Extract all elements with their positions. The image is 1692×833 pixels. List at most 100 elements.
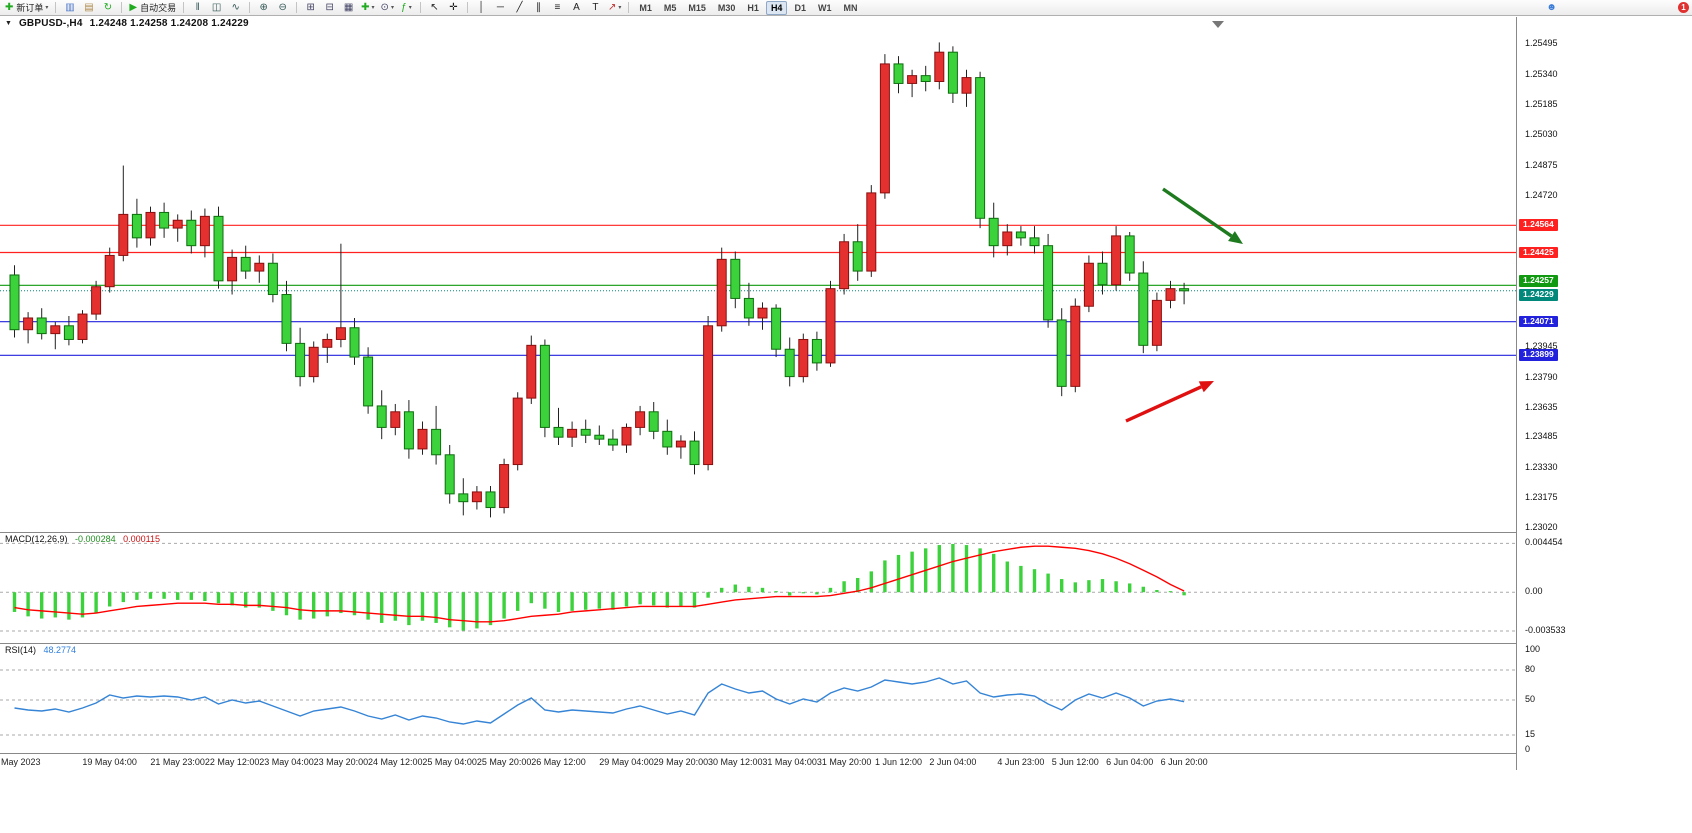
- zoom-out-icon[interactable]: ⊖: [274, 1, 291, 15]
- line-chart-icon-glyph: ∿: [231, 1, 240, 13]
- time-label: 25 May 20:00: [476, 757, 532, 767]
- timeframe-mn-button[interactable]: MN: [843, 2, 858, 13]
- line-chart-icon[interactable]: ∿: [227, 1, 244, 15]
- macd-panel[interactable]: MACD(12,26,9) -0.000284 0.000115: [0, 532, 1516, 643]
- zoom-in-icon[interactable]: ⊕: [255, 1, 272, 15]
- horizontal-line-icon-glyph: ─: [496, 1, 504, 13]
- text-icon-glyph: A: [573, 1, 580, 13]
- charts-icon[interactable]: ▥: [61, 1, 78, 15]
- rsi-canvas[interactable]: [0, 644, 1516, 754]
- price-scale-label: 1.23330: [1525, 461, 1558, 472]
- bar-chart-icon-glyph: ‖: [195, 1, 200, 13]
- profiles-icon[interactable]: ▤: [80, 1, 97, 15]
- label-icon[interactable]: T: [587, 1, 604, 15]
- timeframe-w1-button[interactable]: W1: [817, 2, 832, 13]
- candlestick-chart-icon[interactable]: ◫: [208, 1, 225, 15]
- price-scale-label: 1.24720: [1525, 189, 1558, 200]
- horizontal-line-icon[interactable]: ─: [492, 1, 509, 15]
- chart-title: ▼ GBPUSD-,H4 1.24248 1.24258 1.24208 1.2…: [5, 18, 249, 29]
- candle-body: [471, 491, 482, 503]
- new-order-button-label: 新订单: [16, 3, 44, 13]
- candle-body: [743, 297, 754, 319]
- notification-badge[interactable]: 1: [1678, 2, 1689, 13]
- candle-body: [730, 258, 741, 299]
- add-chart-icon[interactable]: ✚ ▾: [359, 1, 376, 15]
- candle-body: [703, 325, 714, 466]
- periods-icon-caret-icon[interactable]: ▾: [390, 5, 394, 11]
- rsi-value: 48.2774: [43, 645, 77, 655]
- periods-icon[interactable]: ⊙ ▾: [379, 1, 396, 15]
- candle-body: [947, 51, 958, 94]
- rsi-panel[interactable]: RSI(14) 48.2774: [0, 643, 1516, 754]
- candle-body: [267, 262, 278, 296]
- toolbar-separator: [121, 2, 123, 13]
- price-scale-label: 1.23485: [1525, 431, 1558, 442]
- refresh-icon[interactable]: ↻: [99, 1, 116, 15]
- arrows-icon-caret-icon[interactable]: ▾: [618, 5, 622, 11]
- crosshair-icon[interactable]: ✛: [445, 1, 462, 15]
- community-icon-glyph: ☻: [1546, 1, 1557, 13]
- chart-shift-marker-icon[interactable]: [1212, 21, 1224, 28]
- new-order-button-caret-icon[interactable]: ▾: [45, 5, 49, 11]
- candle-body: [485, 491, 496, 509]
- timeframe-m30-button[interactable]: M30: [717, 2, 736, 13]
- candle-body: [893, 63, 904, 84]
- candle-body: [1070, 305, 1081, 387]
- candle-body: [662, 430, 673, 448]
- price-scale-label: 1.23945: [1525, 341, 1558, 352]
- timeframe-m5-button[interactable]: M5: [663, 2, 677, 13]
- macd-scale-label: -0.003533: [1525, 624, 1566, 635]
- time-label: 5 Jun 12:00: [1051, 757, 1099, 767]
- time-label: 2 Jun 04:00: [929, 757, 977, 767]
- community-icon[interactable]: ☻: [1543, 1, 1560, 15]
- candle-body: [798, 338, 809, 378]
- price-chart-panel[interactable]: ▼ GBPUSD-,H4 1.24248 1.24258 1.24208 1.2…: [0, 17, 1516, 531]
- collapse-triangle-icon[interactable]: ▼: [5, 20, 12, 27]
- timeframe-h1-button[interactable]: H1: [747, 2, 759, 13]
- price-chart-canvas[interactable]: [0, 17, 1516, 531]
- vertical-line-icon[interactable]: │: [473, 1, 490, 15]
- fibonacci-icon[interactable]: ≡: [549, 1, 566, 15]
- candle-body: [988, 217, 999, 247]
- candle-body: [77, 313, 88, 340]
- trendline-icon[interactable]: ╱: [511, 1, 528, 15]
- green-down-arrow[interactable]: [1162, 187, 1233, 238]
- cascade-windows-icon-glyph: ⊟: [325, 1, 334, 13]
- price-scale-label: 1.24875: [1525, 159, 1558, 170]
- bar-chart-icon[interactable]: ‖: [189, 1, 206, 15]
- autotrading-button[interactable]: ▶ 自动交易: [127, 1, 178, 15]
- time-label: 23 May 20:00: [313, 757, 369, 767]
- channel-icon[interactable]: ∥: [530, 1, 547, 15]
- cascade-windows-icon[interactable]: ⊟: [321, 1, 338, 15]
- macd-label: MACD(12,26,9) -0.000284 0.000115: [5, 534, 160, 544]
- price-tag-1.24257: 1.24257: [1519, 275, 1558, 288]
- zoom-out-icon-glyph: ⊖: [278, 1, 287, 13]
- timeframe-m15-button[interactable]: M15: [688, 2, 706, 13]
- red-up-arrow[interactable]: [1125, 385, 1202, 423]
- add-chart-icon-caret-icon[interactable]: ▾: [371, 5, 375, 11]
- text-icon[interactable]: A: [568, 1, 585, 15]
- new-order-button[interactable]: ✚ 新订单 ▾: [3, 1, 50, 15]
- toolbar-separator: [249, 2, 251, 13]
- price-axis[interactable]: 1.25495 1.25340 1.25185 1.25030 1.24875 1.247…: [1516, 17, 1692, 770]
- time-label: 24 May 12:00: [368, 757, 423, 767]
- candle-body: [1015, 231, 1026, 239]
- arrange-windows-icon[interactable]: ▦: [340, 1, 357, 15]
- cursor-icon[interactable]: ↖: [426, 1, 443, 15]
- indicators-icon-caret-icon[interactable]: ▾: [408, 5, 412, 11]
- candle-body: [512, 397, 523, 466]
- indicators-icon[interactable]: ƒ ▾: [398, 1, 415, 15]
- candle-body: [784, 348, 795, 378]
- cursor-icon-glyph: ↖: [430, 1, 439, 13]
- timeframe-d1-button[interactable]: D1: [794, 2, 806, 13]
- time-label: 26 May 12:00: [531, 757, 586, 767]
- candle-body: [879, 63, 890, 194]
- arrows-icon[interactable]: ↗ ▾: [606, 1, 623, 15]
- time-label: 21 May 23:00: [150, 757, 205, 767]
- timeframe-m1-button[interactable]: M1: [639, 2, 652, 13]
- macd-canvas[interactable]: [0, 533, 1516, 643]
- candle-body: [118, 213, 129, 256]
- timeframe-h4-button[interactable]: H4: [765, 0, 788, 15]
- tile-windows-icon[interactable]: ⊞: [302, 1, 319, 15]
